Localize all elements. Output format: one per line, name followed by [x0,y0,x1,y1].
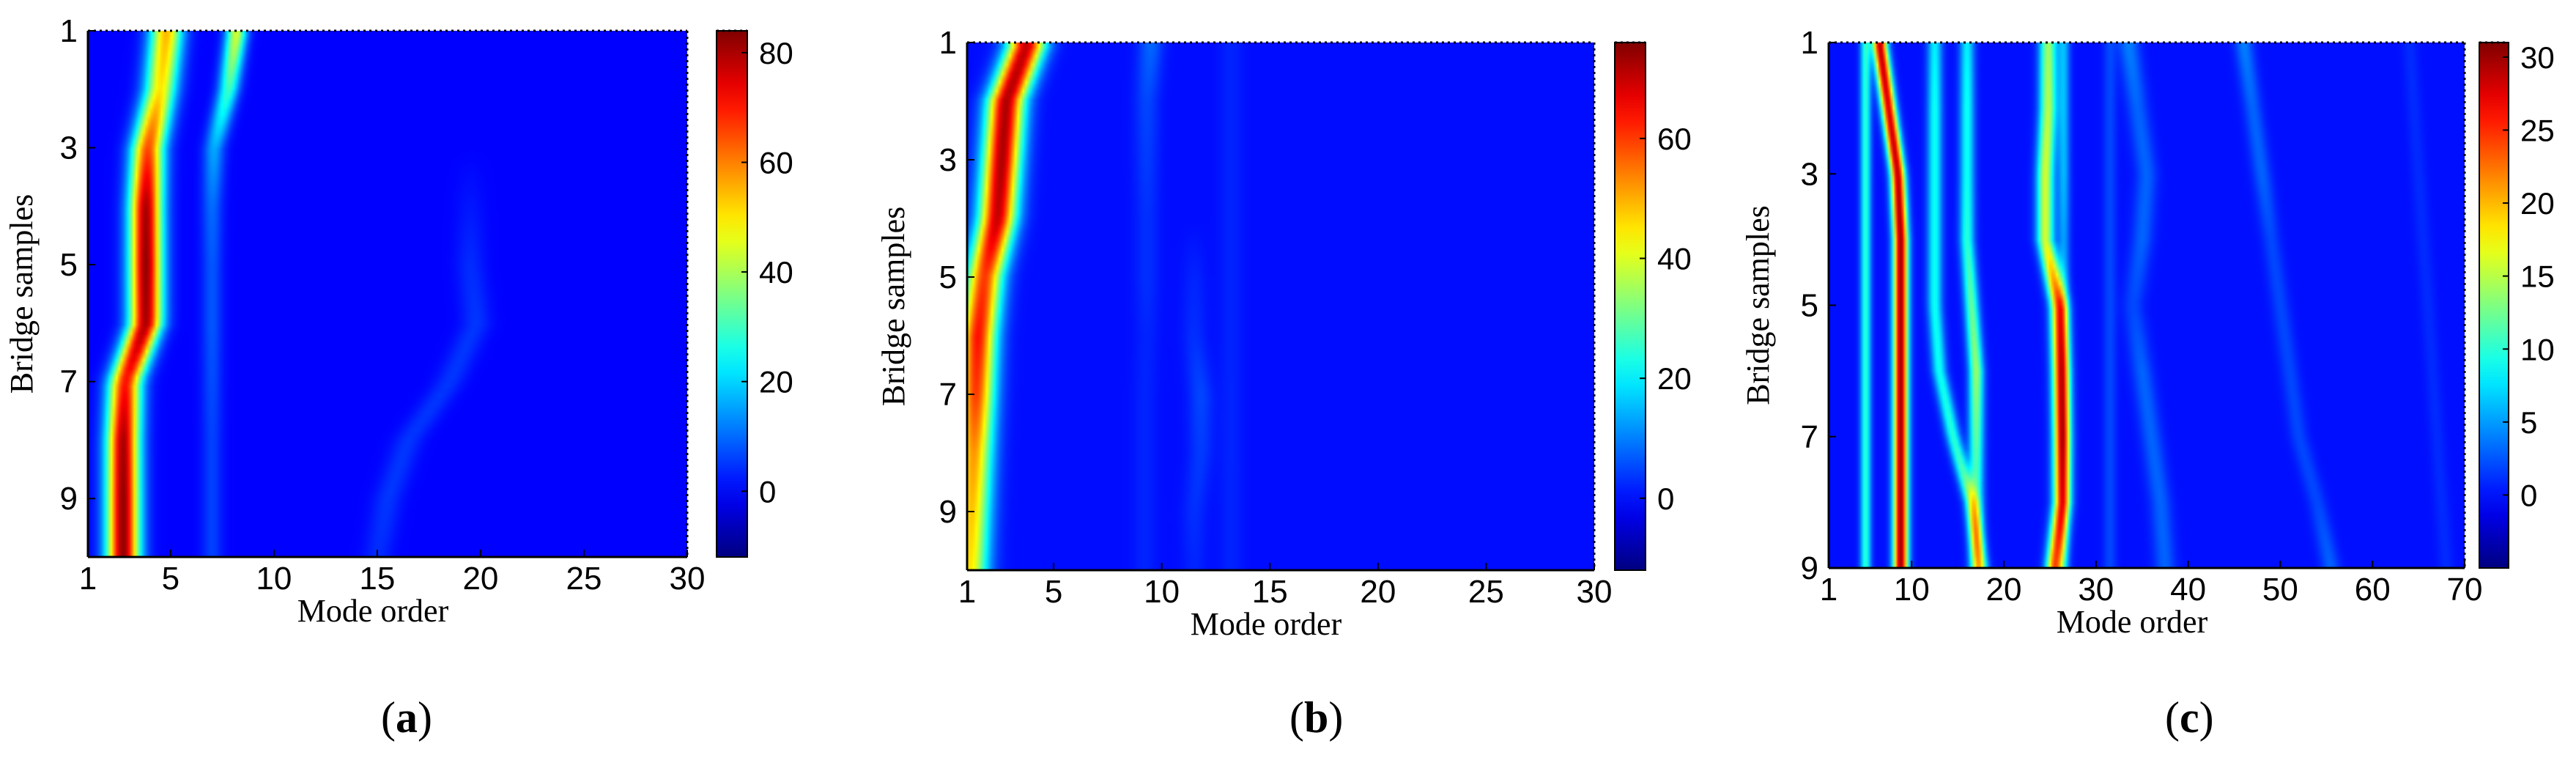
y-tick-label: 3 [1801,156,1818,192]
y-tick-label: 5 [60,247,78,283]
x-axis-title: Mode order [297,593,449,629]
y-tick-label: 9 [1801,550,1818,586]
y-tick-label: 7 [939,377,957,413]
x-tick-label: 50 [2262,572,2298,608]
chart-panel-c: 1 10 20 30 40 50 60 70 1 3 5 7 9 Mode order Bridge sam… [1736,0,2576,771]
chart-panel-a: 1 5 10 15 20 25 30 1 3 5 7 9 Mode order Bridge sample… [0,0,793,771]
y-tick-label: 5 [939,259,957,295]
y-tick-label: 1 [60,13,78,49]
colorbar-tick-label: 30 [2520,40,2555,75]
y-tick-label: 9 [60,481,78,517]
x-tick-label: 25 [1468,574,1504,610]
x-tick-label: 10 [1144,574,1180,610]
y-tick-label: 3 [939,142,957,178]
colorbar-tick-label: 40 [1657,242,1692,276]
y-axis-title: Bridge samples [1740,205,1776,405]
colorbar-tick-label: 60 [1657,122,1692,156]
x-tick-label: 15 [359,561,395,597]
x-tick-label: 20 [462,561,498,597]
colorbar-tick-label: 20 [1657,361,1692,396]
colorbar [1614,42,1646,571]
colorbar [2479,42,2509,569]
x-tick-label: 70 [2447,572,2483,608]
y-axis-title: Bridge samples [4,194,40,394]
heatmap-image [967,43,1594,570]
colorbar-tick-label: 20 [759,365,793,399]
x-tick-label: 10 [1894,572,1930,608]
heatmap-image [1829,43,2465,568]
y-tick-label: 7 [60,364,78,400]
colorbar-tick-label: 25 [2520,114,2555,148]
caption-b: (b) [1289,693,1344,742]
x-tick-label: 5 [162,561,179,597]
x-axis-title: Mode order [2057,604,2208,640]
x-tick-label: 20 [1986,572,2022,608]
x-tick-label: 5 [1045,574,1062,610]
caption-c: (c) [2165,693,2214,742]
x-tick-label: 10 [256,561,292,597]
colorbar-tick-label: 0 [759,474,776,509]
colorbar [716,30,748,558]
y-axis-title: Bridge samples [876,207,911,407]
colorbar-tick-label: 5 [2520,405,2537,440]
x-tick-label: 15 [1252,574,1288,610]
y-tick-label: 5 [1801,288,1818,324]
x-axis-title: Mode order [1191,606,1342,642]
colorbar-tick-label: 10 [2520,332,2555,366]
x-tick-label: 40 [2170,572,2206,608]
x-tick-label: 30 [670,561,706,597]
x-tick-label: 25 [566,561,602,597]
colorbar-tick-label: 80 [759,36,793,70]
x-tick-label: 60 [2355,572,2391,608]
x-tick-label: 1 [1820,572,1837,608]
x-tick-label: 1 [958,574,976,610]
colorbar-tick-label: 0 [1657,482,1674,516]
colorbar-tick-label: 40 [759,255,793,289]
x-tick-label: 1 [79,561,97,597]
x-tick-label: 30 [2078,572,2114,608]
y-tick-label: 9 [939,494,957,530]
colorbar-tick-label: 20 [2520,186,2555,221]
chart-panel-b: 1 5 10 15 20 25 30 1 3 5 7 9 Mode order Bridge sample… [872,0,1692,771]
x-tick-label: 30 [1577,574,1613,610]
y-tick-label: 1 [939,25,957,61]
y-tick-label: 1 [1801,25,1818,61]
colorbar-tick-label: 0 [2520,478,2537,512]
y-tick-label: 7 [1801,419,1818,455]
colorbar-tick-label: 15 [2520,259,2555,294]
heatmap-image [88,31,687,557]
colorbar-tick-label: 60 [759,146,793,180]
x-tick-label: 20 [1360,574,1396,610]
y-tick-label: 3 [60,130,78,166]
caption-a: (a) [381,693,432,742]
